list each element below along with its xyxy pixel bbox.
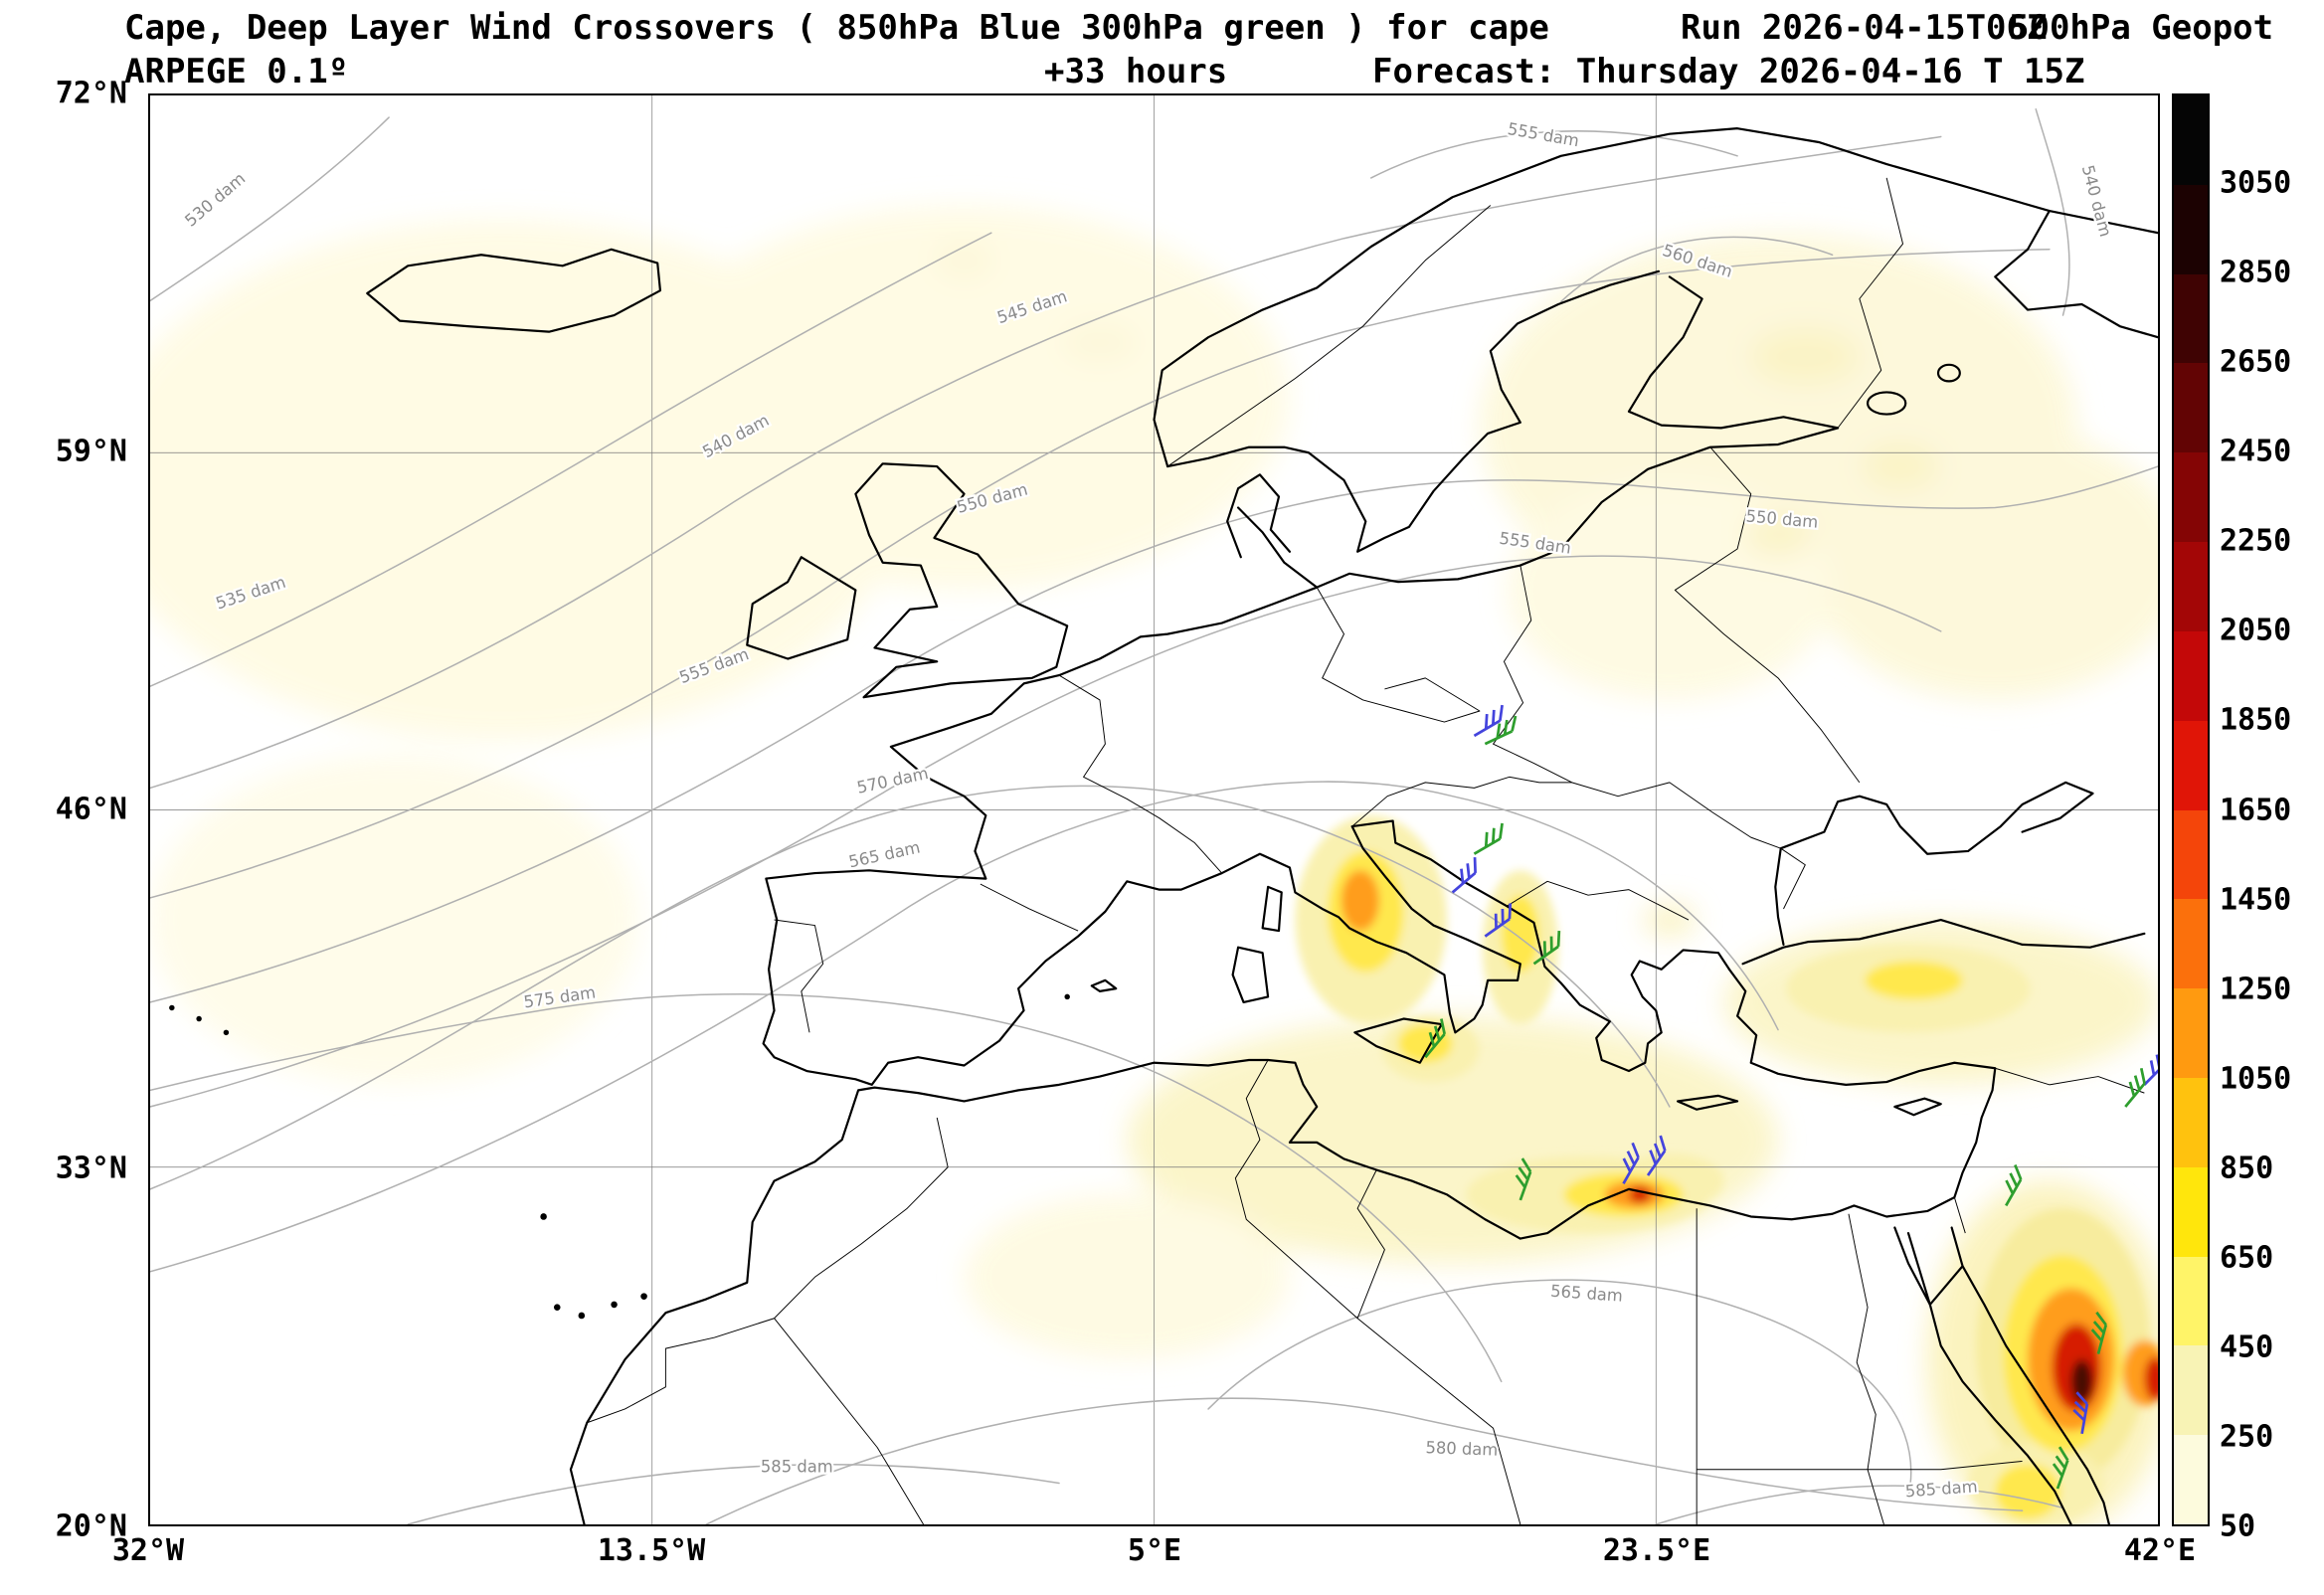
lon-tick-5E: 5°E (1127, 1533, 1182, 1568)
country-borders (587, 177, 2145, 1524)
colorbar-ticks: 3050 2850 2650 2450 2250 2050 1850 1650 … (2220, 93, 2319, 1544)
lon-tick-23-5E: 23.5°E (1602, 1533, 1711, 1568)
coastlines (169, 127, 2158, 1524)
lat-tick-20N: 20°N (55, 1508, 127, 1544)
lat-tick-59N: 59°N (55, 434, 127, 469)
contour-label: 565 dam (1550, 1282, 1624, 1306)
colorbar-tick: 2850 (2220, 255, 2292, 290)
wind-barb-850-icon (2134, 1046, 2158, 1087)
colorbar-tick: 450 (2220, 1329, 2274, 1365)
lon-tick-42E: 42°E (2123, 1533, 2197, 1568)
lat-tick-72N: 72°N (55, 76, 127, 111)
lon-tick-13-5W: 13.5°W (597, 1533, 706, 1568)
map-canvas: 530 dam 535 dam 540 dam 545 dam 550 dam … (148, 93, 2160, 1526)
colorbar-tick: 50 (2220, 1508, 2256, 1544)
wind-barb-300-icon (1466, 821, 1511, 856)
contour-label: 530 dam (181, 169, 249, 231)
contour-label: 540 dam (2078, 163, 2115, 239)
wind-barb-300-icon (2114, 1066, 2153, 1109)
cape-shading-cores (1295, 815, 2158, 1524)
lead-time-label: +33 hours (1044, 52, 1228, 91)
colorbar-tick: 850 (2220, 1151, 2274, 1186)
colorbar-tick: 2450 (2220, 434, 2292, 469)
colorbar-tick: 1450 (2220, 882, 2292, 918)
map-svg: 530 dam 535 dam 540 dam 545 dam 550 dam … (150, 95, 2158, 1524)
lon-tick-32W: 32°W (111, 1533, 185, 1568)
contour-label: 585 dam (1904, 1477, 1978, 1501)
colorbar-tick: 250 (2220, 1419, 2274, 1455)
model-label: ARPEGE 0.1º (124, 52, 349, 91)
wind-barb-850-icon (1443, 855, 1485, 894)
lat-tick-46N: 46°N (55, 792, 127, 827)
colorbar-tick: 650 (2220, 1240, 2274, 1276)
contour-label: 585 dam (761, 1457, 833, 1476)
geopotential-contours (150, 108, 2158, 1524)
forecast-valid-label: Forecast: Thursday 2026-04-16 T 15Z (1372, 52, 2085, 91)
colorbar-tick: 3050 (2220, 165, 2292, 201)
colorbar-tick: 2650 (2220, 344, 2292, 380)
colorbar-tick: 1650 (2220, 793, 2292, 827)
contour-label: 580 dam (1425, 1438, 1498, 1460)
colorbar-gradient (2172, 93, 2210, 1526)
run-timestamp-label: Run 2026-04-15T06Z (1681, 8, 2048, 48)
contour-label: 565 dam (847, 837, 922, 871)
colorbar-tick: 1250 (2220, 972, 2292, 1007)
contour-label: 570 dam (855, 764, 930, 798)
colorbar-tick: 1050 (2220, 1061, 2292, 1097)
chart-title: Cape, Deep Layer Wind Crossovers ( 850hP… (124, 8, 1549, 48)
colorbar-tick: 2250 (2220, 523, 2292, 559)
geopotential-overlay-label: 500hPa Geopot (2009, 8, 2274, 48)
colorbar-tick: 2050 (2220, 613, 2292, 648)
contour-label: 555 dam (1506, 119, 1580, 151)
lat-tick-33N: 33°N (55, 1151, 127, 1186)
colorbar-tick: 1850 (2220, 702, 2292, 738)
